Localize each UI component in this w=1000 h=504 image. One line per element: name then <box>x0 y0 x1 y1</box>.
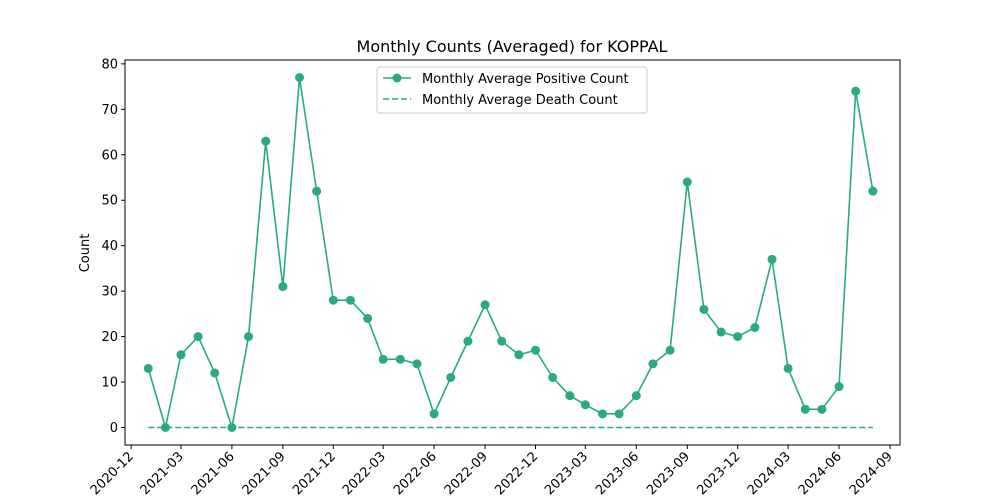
plot-frame <box>124 59 901 446</box>
data-point <box>530 345 540 355</box>
data-point <box>750 323 760 332</box>
legend-label-1: Monthly Average Positive Count <box>422 72 629 87</box>
data-point <box>800 404 810 414</box>
data-point <box>210 368 220 378</box>
data-point <box>480 300 490 310</box>
y-tick-label: 30 <box>101 285 118 300</box>
y-tick-label: 0 <box>110 421 118 436</box>
data-point <box>463 336 473 346</box>
series-line-1 <box>147 76 874 429</box>
data-point <box>412 359 422 369</box>
data-point <box>193 332 203 342</box>
x-tick-label: 2023-03 <box>542 449 591 498</box>
x-tick-label: 2020-12 <box>88 449 137 498</box>
data-point <box>429 409 439 419</box>
data-point <box>328 295 338 305</box>
data-point <box>817 404 827 414</box>
data-point <box>176 350 186 360</box>
x-tick-label: 2024-09 <box>847 449 896 498</box>
legend-label-2: Monthly Average Death Count <box>422 93 618 108</box>
data-point <box>514 350 524 360</box>
data-point <box>548 373 558 382</box>
data-point <box>699 304 709 314</box>
data-point <box>565 391 575 401</box>
legend: Monthly Average Positive Count Monthly Av… <box>376 66 648 114</box>
data-point <box>446 373 456 382</box>
x-tick-label: 2021-09 <box>240 449 289 498</box>
y-tick-label: 50 <box>101 194 118 209</box>
x-tick-label: 2022-12 <box>492 449 541 498</box>
data-point <box>648 359 658 369</box>
y-tick-label: 20 <box>101 330 118 345</box>
data-point <box>665 345 675 355</box>
y-tick-label: 60 <box>101 148 118 163</box>
x-tick-label: 2021-06 <box>189 449 238 498</box>
data-point <box>851 86 861 96</box>
data-point <box>733 332 743 342</box>
data-point <box>631 391 641 401</box>
x-tick-label: 2023-09 <box>644 449 693 498</box>
data-point <box>868 186 878 196</box>
x-tick-label: 2021-03 <box>138 449 187 498</box>
data-point <box>160 423 170 432</box>
data-point <box>295 73 304 82</box>
data-point <box>261 136 271 146</box>
data-point <box>767 254 777 264</box>
data-point <box>682 177 692 187</box>
x-tick-label: 2022-09 <box>442 449 491 498</box>
chart-title: Monthly Counts (Averaged) for KOPPAL <box>357 37 668 56</box>
y-axis-label: Count <box>78 234 93 273</box>
y-tick-label: 40 <box>101 239 118 254</box>
data-point <box>783 363 793 373</box>
y-tick-label: 70 <box>101 103 118 118</box>
data-point <box>143 363 153 373</box>
data-point <box>598 409 608 419</box>
data-point <box>395 354 405 364</box>
data-point <box>278 282 288 292</box>
data-point <box>363 313 373 323</box>
data-point <box>580 400 590 410</box>
x-tick-label: 2023-06 <box>593 449 642 498</box>
x-tick-label: 2022-06 <box>391 449 440 498</box>
x-tick-label: 2021-12 <box>290 449 339 498</box>
data-point <box>614 409 624 419</box>
plot-area <box>143 73 878 432</box>
data-point <box>378 354 388 364</box>
x-tick-label: 2024-06 <box>796 449 845 498</box>
data-point <box>312 186 322 196</box>
legend-box <box>376 66 648 114</box>
x-tick-label: 2024-03 <box>745 449 794 498</box>
legend-marker-1 <box>392 73 402 83</box>
data-point <box>716 327 726 337</box>
y-tick-label: 10 <box>101 376 118 391</box>
x-tick-label: 2023-12 <box>694 449 743 498</box>
x-tick-label: 2022-03 <box>340 449 389 498</box>
data-point <box>345 295 355 305</box>
data-point <box>834 382 844 392</box>
data-point <box>244 332 254 342</box>
data-point <box>497 336 507 346</box>
y-tick-label: 80 <box>101 57 118 72</box>
